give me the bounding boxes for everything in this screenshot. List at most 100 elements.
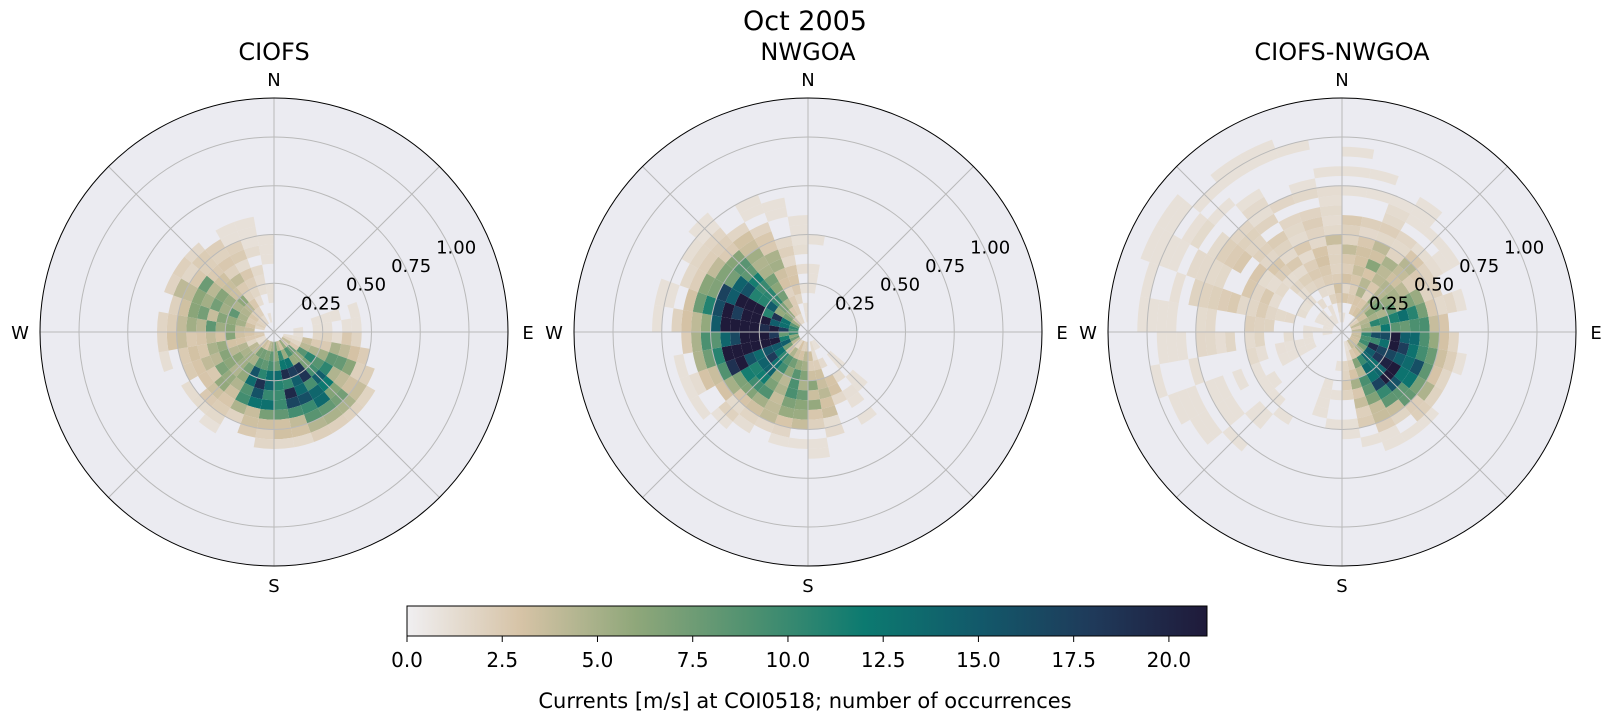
histogram-cell [1360, 321, 1371, 329]
histogram-cell [847, 391, 865, 408]
histogram-cell [1291, 264, 1308, 280]
colorbar-gradient [406, 605, 1208, 637]
histogram-cell [773, 267, 788, 282]
histogram-cell [257, 234, 274, 246]
histogram-cell [1370, 332, 1381, 339]
histogram-cell [842, 384, 859, 400]
histogram-cell [1273, 406, 1294, 425]
histogram-cell [818, 386, 832, 400]
histogram-cell [808, 351, 814, 362]
histogram-cell [769, 391, 785, 406]
histogram-cell [1387, 340, 1400, 353]
histogram-cell [1249, 263, 1268, 284]
histogram-cell [1386, 288, 1402, 303]
histogram-cell [808, 437, 829, 449]
histogram-cell [157, 311, 169, 332]
histogram-cell [783, 365, 795, 378]
histogram-cell [288, 354, 300, 366]
histogram-cell [258, 244, 274, 256]
histogram-cell [1348, 348, 1357, 360]
histogram-cell [731, 305, 744, 321]
histogram-cell [1140, 261, 1159, 299]
histogram-cell [1350, 274, 1363, 287]
histogram-cell [730, 332, 741, 346]
histogram-cell [771, 312, 783, 322]
histogram-cell [274, 437, 295, 449]
colorbar-tick-label: 2.5 [486, 648, 518, 672]
direction-label-s: S [268, 576, 279, 597]
histogram-cell [1303, 332, 1314, 339]
histogram-cell [794, 359, 803, 371]
histogram-cell [223, 384, 240, 400]
histogram-cell [1368, 399, 1386, 415]
histogram-cell [1401, 355, 1416, 371]
histogram-cell [1362, 382, 1377, 397]
histogram-cell [304, 407, 323, 424]
histogram-cell [225, 332, 236, 341]
histogram-cell [716, 362, 733, 381]
histogram-cell [808, 263, 820, 275]
histogram-cell [721, 301, 735, 319]
radial-gridline [661, 185, 955, 479]
histogram-cell [759, 315, 772, 326]
histogram-cell [259, 348, 268, 360]
histogram-cell [250, 264, 264, 278]
histogram-cell [250, 386, 264, 400]
histogram-cell [1250, 362, 1267, 381]
histogram-cell [248, 313, 260, 323]
histogram-cell [784, 386, 798, 400]
histogram-cell [225, 315, 238, 326]
histogram-cell [260, 254, 274, 265]
histogram-cell [1364, 346, 1376, 358]
histogram-cell [1390, 321, 1401, 332]
histogram-cell [322, 332, 333, 343]
histogram-cell [1254, 316, 1266, 332]
histogram-cell [248, 298, 260, 310]
histogram-cell [788, 357, 798, 369]
histogram-cell [1361, 332, 1372, 338]
histogram-cell [1166, 301, 1179, 332]
histogram-cell [1225, 332, 1237, 353]
histogram-cell [255, 335, 266, 342]
histogram-cell [219, 302, 232, 316]
histogram-cell [754, 231, 775, 248]
histogram-cell [233, 216, 256, 232]
histogram-cell [700, 332, 712, 351]
histogram-cell [808, 273, 819, 284]
histogram-cell [1355, 286, 1367, 299]
histogram-cell [715, 263, 734, 284]
histogram-cell [1266, 230, 1289, 250]
histogram-cell [791, 368, 802, 381]
histogram-cell [808, 360, 815, 371]
histogram-cell [288, 341, 300, 351]
histogram-cell [793, 304, 802, 316]
histogram-cell [809, 341, 815, 352]
histogram-cell [1418, 332, 1430, 348]
histogram-cell [797, 380, 808, 391]
histogram-cell [1350, 322, 1361, 329]
histogram-cell [753, 348, 766, 362]
histogram-cell [787, 377, 800, 390]
histogram-cell [1355, 365, 1367, 378]
histogram-cell [1215, 332, 1227, 355]
histogram-cell [725, 358, 741, 376]
histogram-cell [764, 272, 779, 288]
histogram-cell [1424, 256, 1444, 279]
histogram-cell [274, 428, 293, 440]
histogram-cell [1426, 365, 1443, 386]
histogram-cell [1351, 306, 1361, 318]
radial-gridline [1292, 282, 1392, 382]
histogram-cell [720, 332, 732, 348]
histogram-cell [310, 424, 333, 442]
direction-label-e: E [522, 323, 533, 344]
histogram-cell [1358, 374, 1372, 387]
histogram-cell [745, 247, 765, 265]
histogram-cell [1409, 375, 1427, 395]
histogram-cell [1385, 247, 1405, 265]
histogram-cell [1330, 263, 1342, 275]
histogram-cell [1303, 325, 1314, 332]
histogram-cell [235, 391, 251, 406]
histogram-cell [1266, 275, 1283, 293]
histogram-cell [1451, 288, 1467, 312]
histogram-cell [1378, 424, 1401, 442]
